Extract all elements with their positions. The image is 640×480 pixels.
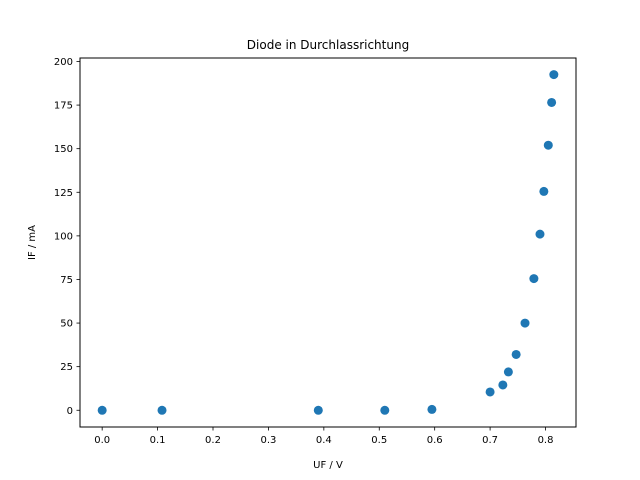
chart-title: Diode in Durchlassrichtung bbox=[247, 38, 409, 52]
data-point bbox=[547, 97, 557, 107]
data-point bbox=[485, 387, 495, 397]
x-tick-label: 0.1 bbox=[150, 435, 166, 446]
y-tick-label: 25 bbox=[60, 362, 73, 373]
data-point bbox=[529, 274, 539, 284]
y-tick-label: 200 bbox=[54, 57, 73, 68]
data-point bbox=[520, 318, 530, 328]
x-tick-label: 0.5 bbox=[371, 435, 387, 446]
data-point bbox=[511, 349, 521, 359]
x-axis-ticks: 0.0 0.1 0.2 0.3 0.4 0.5 0.6 0.7 0.8 bbox=[94, 427, 553, 446]
data-point bbox=[535, 229, 545, 239]
x-tick-label: 0.8 bbox=[538, 435, 554, 446]
x-tick-label: 0.0 bbox=[94, 435, 110, 446]
y-tick-label: 0 bbox=[67, 406, 73, 417]
data-point bbox=[157, 405, 167, 415]
y-axis-ticks: 0 25 50 75 100 125 150 175 200 bbox=[54, 57, 80, 417]
y-axis-label: IF / mA bbox=[27, 225, 38, 260]
data-point bbox=[543, 140, 553, 150]
data-point bbox=[539, 186, 549, 196]
data-point bbox=[549, 70, 559, 80]
x-tick-label: 0.6 bbox=[427, 435, 443, 446]
data-point bbox=[313, 405, 323, 415]
plot-frame bbox=[79, 57, 577, 428]
x-axis-label: UF / V bbox=[313, 460, 343, 471]
data-point bbox=[97, 405, 107, 415]
y-tick-label: 100 bbox=[54, 231, 73, 242]
y-tick-label: 75 bbox=[60, 275, 73, 286]
data-point bbox=[498, 380, 508, 390]
y-tick-label: 125 bbox=[54, 188, 73, 199]
x-tick-label: 0.7 bbox=[482, 435, 498, 446]
y-tick-label: 175 bbox=[54, 101, 73, 112]
y-tick-label: 50 bbox=[60, 319, 73, 330]
data-point bbox=[380, 405, 390, 415]
data-points bbox=[97, 70, 559, 415]
data-point bbox=[427, 404, 437, 414]
y-tick-label: 150 bbox=[54, 144, 73, 155]
x-tick-label: 0.2 bbox=[205, 435, 221, 446]
x-tick-label: 0.4 bbox=[316, 435, 332, 446]
x-tick-label: 0.3 bbox=[260, 435, 276, 446]
data-point bbox=[503, 367, 513, 377]
